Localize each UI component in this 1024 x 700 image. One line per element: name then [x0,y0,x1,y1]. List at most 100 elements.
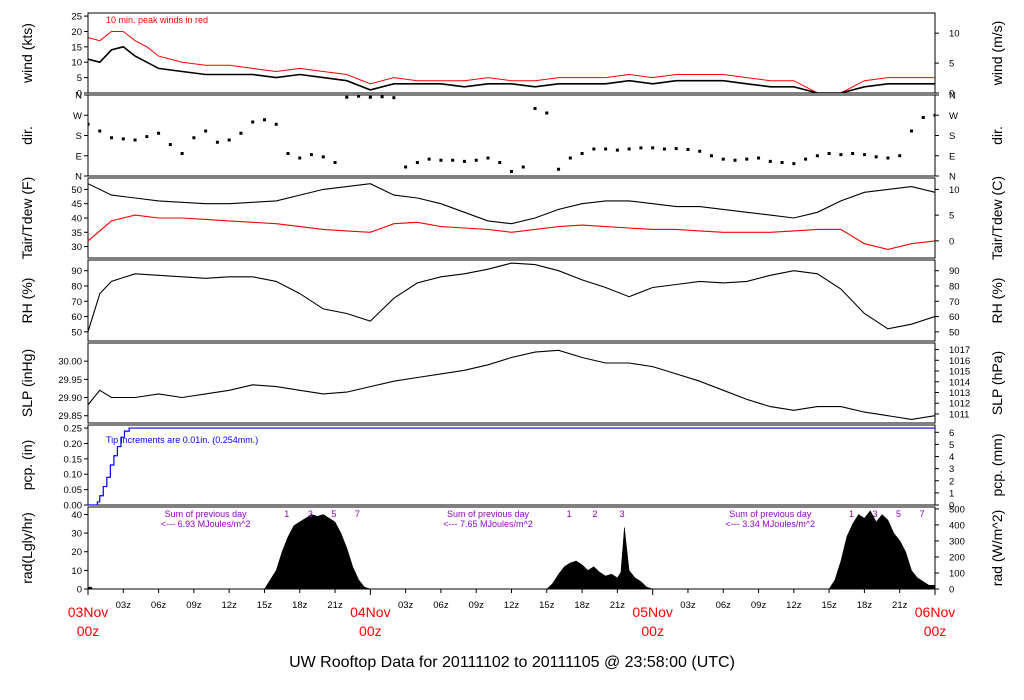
x-date-label: 05Nov [632,604,672,620]
dir-point [686,147,690,151]
rad-sum-value: <--- 6.93 MJoules/m^2 [161,519,251,529]
x-date-label: 04Nov [350,604,390,620]
pcp-left-tick-label: 0.10 [64,470,83,481]
dir-point [709,154,713,158]
dir-point [145,135,149,139]
pcp-left-tick-label: 0.00 [64,501,83,512]
dir-point [227,138,231,142]
pcp-ylabel-left: pcp. (in) [19,440,35,491]
slp-left-tick-label: 29.85 [58,411,82,422]
dir-point [380,95,384,99]
temp-left-tick-label: 35 [71,228,82,239]
pcp-right-tick-label: 2 [949,476,954,487]
x-tick-label: 06z [151,600,167,611]
dir-point [921,116,925,119]
slp-line [88,349,935,420]
dir-point [88,122,90,126]
dir-point [851,152,855,155]
dir-point [568,156,572,160]
rad-right-tick-label: 100 [949,568,965,579]
temp-left-tick-label: 40 [71,214,82,225]
rad-right-tick-label: 0 [949,585,954,596]
tdew-line [88,214,935,250]
rad-sum-label: Sum of previous day [729,509,812,519]
dir-point [780,161,784,164]
rh-left-tick-label: 80 [71,281,82,292]
dir-point [321,155,325,159]
x-tick-label: 12z [222,600,238,611]
rad-left-tick-label: 30 [71,529,82,540]
dir-point [874,155,878,159]
rad-day-marker: 2 [593,509,598,519]
rh-left-tick-label: 60 [71,312,82,323]
dir-point [639,146,643,150]
temp-ylabel-left: Tair/Tdew (F) [19,177,35,259]
dir-point [745,157,749,161]
slp-right-tick-label: 1016 [949,356,970,367]
rh-right-tick-label: 50 [949,327,960,338]
dir-point [909,129,913,133]
x-tick-label: 18z [857,600,873,611]
slp-right-tick-label: 1011 [949,409,969,420]
dir-point [486,156,490,160]
rad-left-tick-label: 0 [77,585,82,596]
temp-data [88,183,935,250]
slp-ylabel-right: SLP (hPa) [989,351,1005,415]
temp-ylabel-right: Tair/Tdew (C) [989,176,1005,260]
panel-rh: 50 60 70 80 90 50 60 70 80 90 RH (%) RH (%) [19,259,1005,342]
x-tick-label: 21z [892,600,908,611]
x-tick-label: 09z [186,600,202,611]
rh-right-tick-label: 90 [949,266,960,277]
wind-left-tick-label: 0 [77,89,82,100]
pcp-left-tick-label: 0.25 [64,424,83,435]
dir-point [133,138,137,142]
pcp-ylabel-right: pcp. (mm) [989,434,1005,497]
dir-point [510,170,513,173]
wind-mean-line [88,45,935,93]
x-tick-label: 18z [292,600,308,611]
dir-data [88,95,935,173]
dir-point [439,158,443,162]
dir-right-tick-label: S [949,131,955,142]
rad-sum-value: <--- 3.34 MJoules/m^2 [726,519,816,529]
dir-point [592,147,596,151]
rad-right-tick-label: 400 [949,520,965,531]
slp-left-tick-label: 30.00 [58,357,82,368]
dir-point [357,95,361,98]
rh-data [88,262,935,332]
dir-point [415,161,419,164]
dir-point [827,152,831,155]
wind-ylabel-right: wind (m/s) [989,21,1005,87]
dir-point [533,107,537,110]
x-tick-label: 06z [716,600,732,611]
x-date-label: 03Nov [68,604,108,620]
temp-right-tick-label: 5 [949,211,954,222]
rh-left-tick-label: 50 [71,327,82,338]
dir-point [839,153,843,157]
wind-left-tick-label: 5 [77,73,82,84]
pcp-right-tick-label: 4 [949,452,954,463]
page-title: UW Rooftop Data for 20111102 to 20111105… [289,654,735,671]
panel-temp: 30 35 40 45 50 0 5 10 Tair/Tdew (F) Tair/Tdew (C) [19,176,1005,260]
rad-day-marker: 5 [331,509,336,519]
rad-ylabel-left: rad(Lgly/hr) [19,512,35,584]
x-tick-label: 12z [504,600,520,611]
pcp-right-tick-label: 1 [949,488,954,499]
wind-ylabel-left: wind (kts) [19,23,35,84]
panel-wind: 0 5 10 15 20 25 0 5 10 wind (kts) wind (m/s) 10 min… [19,12,1005,100]
dir-point [580,152,584,155]
wind-peak-line [88,31,935,93]
dir-point [498,161,502,164]
slp-right-tick-label: 1015 [949,367,970,378]
dir-point [157,131,161,135]
pcp-annotation: Tip increments are 0.01in. (0.254mm.) [106,435,258,445]
x-date-hour-label: 00z [641,623,664,639]
dir-point [545,111,549,115]
rh-right-tick-label: 60 [949,312,960,323]
x-date-hour-label: 00z [359,623,382,639]
wind-right-tick-label: 5 [949,59,954,70]
slp-left-tick-label: 29.95 [58,375,82,386]
temp-left-tick-label: 30 [71,242,82,253]
